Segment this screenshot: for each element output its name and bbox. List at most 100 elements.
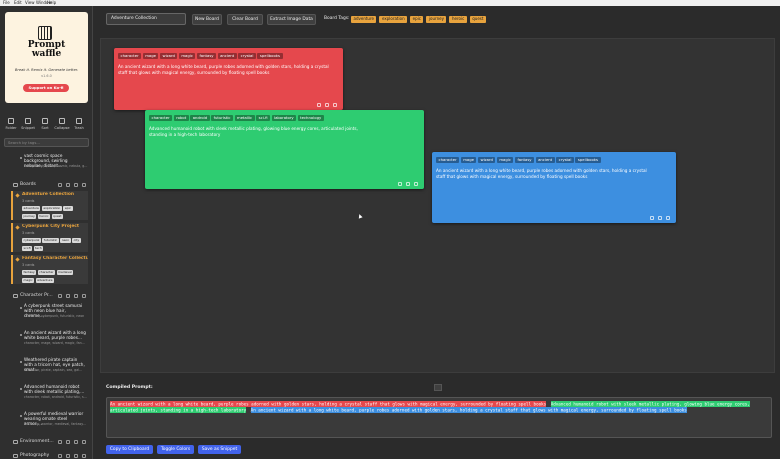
card-tag: crystal [556, 157, 574, 163]
card-action[interactable] [317, 103, 321, 107]
card-action[interactable] [650, 216, 654, 220]
board-tag: journey [22, 213, 37, 219]
folder-action[interactable] [58, 439, 62, 444]
snippet-bullet [20, 415, 22, 417]
folder-action[interactable] [82, 439, 86, 444]
action-button[interactable]: Save as Snippet [198, 445, 241, 454]
snippet-text[interactable]: vast cosmic space background, swirling n… [24, 153, 68, 168]
menu-item[interactable]: Help [47, 0, 57, 5]
folder-action[interactable] [82, 453, 86, 458]
folder-action[interactable] [58, 293, 62, 298]
board-tag[interactable]: exploration [379, 15, 408, 23]
card-action[interactable] [666, 216, 670, 220]
menu-item[interactable]: View [25, 0, 35, 5]
card-tag: robot [173, 115, 189, 121]
board-tag: cyberpunk [22, 237, 41, 243]
support-button[interactable]: Support on Ko-fi [23, 84, 69, 92]
toolbar-icon[interactable] [76, 118, 82, 124]
folder-action[interactable] [66, 293, 70, 298]
card-tag: spellbooks [575, 157, 601, 163]
prompt-card[interactable]: character mage wizard magic fantasy ancient cr… [432, 152, 676, 223]
card-tag: magic [178, 53, 196, 59]
menu-item[interactable]: Window [36, 0, 52, 5]
board-tags: fantasy character medieval magic adventure [22, 268, 88, 284]
board-select[interactable]: Adventure Collection [106, 13, 186, 25]
folder-name[interactable]: Photography [20, 452, 50, 458]
board-tag[interactable]: heroic [449, 15, 467, 23]
action-button[interactable]: Toggle Colors [157, 445, 194, 454]
snippet-text[interactable]: A cyberpunk street samurai with neon blu… [24, 303, 83, 318]
search-input[interactable]: Search by tags... [4, 138, 89, 147]
folder-name[interactable]: Boards [20, 181, 36, 187]
card-action[interactable] [414, 182, 418, 186]
folder-action[interactable] [74, 439, 78, 444]
board-tag[interactable]: adventure [351, 15, 377, 23]
card-action[interactable] [333, 103, 337, 107]
folder-action[interactable] [82, 182, 86, 187]
toolbar-icon[interactable] [25, 118, 31, 124]
board-tag: heroic [37, 213, 51, 219]
action-button[interactable]: Copy to Clipboard [106, 445, 153, 454]
prompt-card[interactable]: character robot android futuristic metallic s… [145, 110, 424, 189]
snippet-text[interactable]: An ancient wizard with a long white bear… [24, 330, 86, 340]
snippet-text[interactable]: A powerful medieval warrior wearing orna… [24, 411, 84, 426]
prompt-segment: An ancient wizard with a long white bear… [110, 400, 547, 407]
board-item[interactable]: Cyberpunk City Project 3 cards cyberpunk fu… [11, 223, 88, 252]
card-action[interactable] [406, 182, 410, 186]
folder-action[interactable] [74, 293, 78, 298]
card-tag: sci-fi [256, 115, 271, 121]
card-tag: character [436, 157, 460, 163]
card-tag: fantasy [196, 53, 217, 59]
folder-action[interactable] [66, 439, 70, 444]
toolbar-icon[interactable] [42, 118, 48, 124]
board-tag: epic [63, 205, 73, 211]
collapse-button[interactable] [434, 384, 442, 391]
folder-action[interactable] [66, 182, 70, 187]
board-item[interactable]: Adventure Collection 3 cards adventure expl… [11, 191, 88, 220]
folder-name[interactable]: Environment... [20, 438, 54, 444]
toolbar-button[interactable]: New Board [192, 14, 222, 25]
card-tag: android [190, 115, 210, 121]
card-text: Advanced humanoid robot with sleek metal… [149, 126, 358, 137]
folder-action[interactable] [58, 182, 62, 187]
toolbar-icon[interactable] [59, 118, 65, 124]
toolbar-button[interactable]: Clear Board [227, 14, 263, 25]
board-tags-label: Board Tags: [324, 16, 350, 21]
card-action[interactable] [398, 182, 402, 186]
card-tag: technology [297, 115, 324, 121]
toolbar-icon[interactable] [8, 118, 14, 124]
menu-item[interactable]: Edit [14, 0, 22, 5]
board-icon [15, 225, 20, 230]
folder-action[interactable] [74, 182, 78, 187]
folder-action[interactable] [74, 453, 78, 458]
prompt-card[interactable]: character mage wizard magic fantasy ancient cr… [114, 48, 343, 110]
folder-action[interactable] [82, 293, 86, 298]
toolbar-label[interactable]: Folder [5, 126, 17, 130]
folder-action[interactable] [58, 453, 62, 458]
toolbar-label[interactable]: Snippet [21, 126, 35, 130]
sidebar: Prompt waffle Break it. Remix it. Generate… [0, 6, 93, 459]
board-tag[interactable]: journey [426, 15, 447, 23]
folder-icon [13, 182, 18, 187]
toolbar-label[interactable]: Trash [74, 126, 84, 130]
card-action[interactable] [658, 216, 662, 220]
board-tag: exploration [41, 205, 62, 211]
toolbar-label[interactable]: Collapse [54, 126, 70, 130]
board-name: Adventure Collection [22, 192, 74, 197]
board-item[interactable]: Fantasy Character Collecti... 3 cards fant… [11, 255, 88, 284]
board-tag[interactable]: epic [410, 15, 424, 23]
snippet-text[interactable]: Weathered pirate captain with a tricorn … [24, 357, 85, 372]
card-tag: magic [496, 157, 514, 163]
folder-name[interactable]: Character Pr... [20, 292, 53, 298]
card-action[interactable] [325, 103, 329, 107]
toolbar-label[interactable]: Sort [41, 126, 49, 130]
board-tag[interactable]: quest [469, 15, 486, 23]
folder-action[interactable] [66, 453, 70, 458]
snippet-text[interactable]: Advanced humanoid robot with sleek metal… [24, 384, 85, 394]
board-count: 3 cards [22, 263, 35, 267]
menu-item[interactable]: File [3, 0, 10, 5]
board-tags: cyberpunk futuristic neon city sci-fi tech [22, 236, 88, 252]
toolbar-button[interactable]: Extract Image Data [267, 14, 316, 25]
